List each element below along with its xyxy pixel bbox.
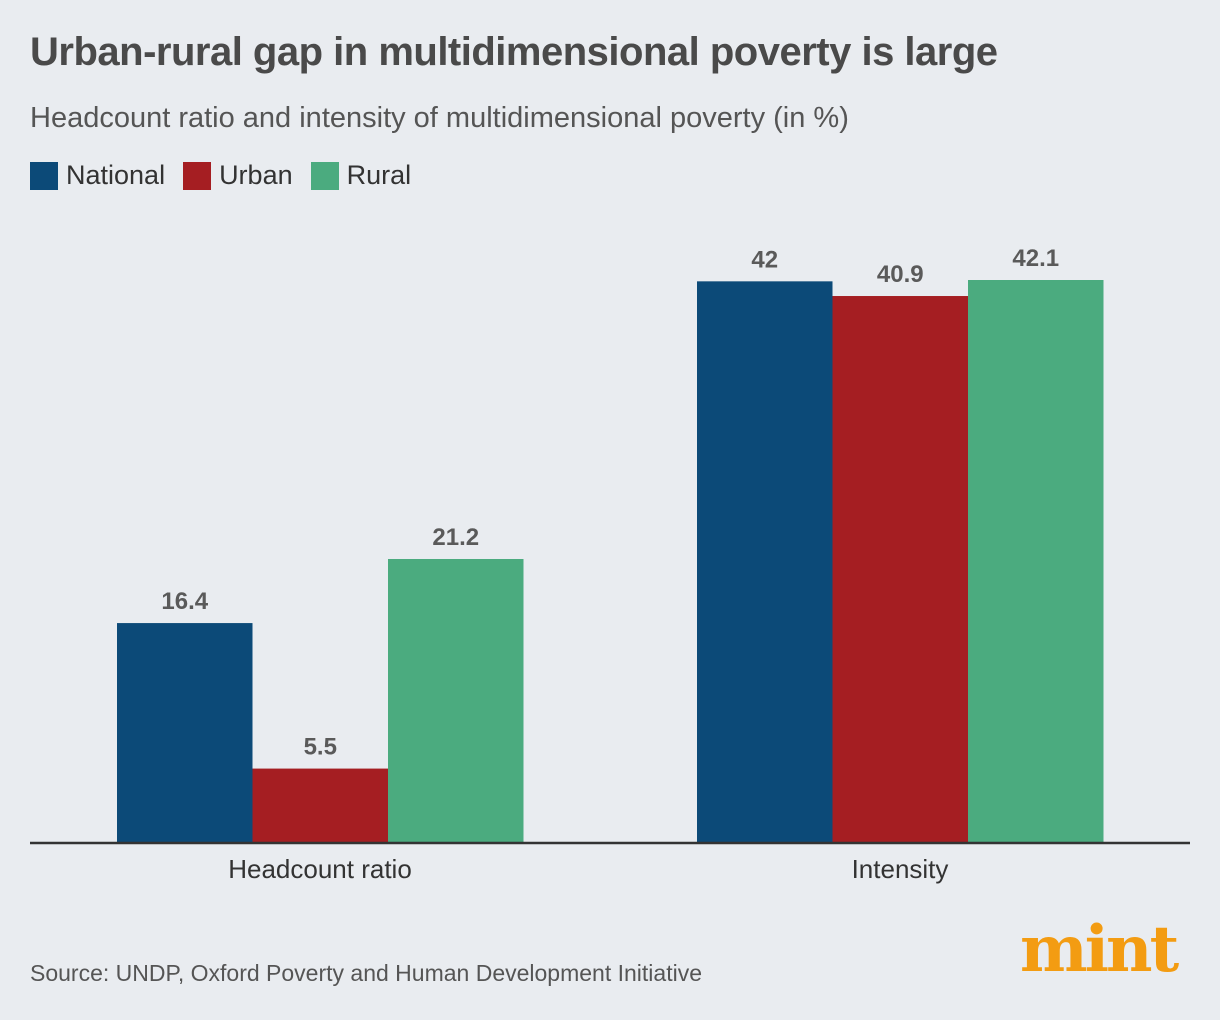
bar-value-label: 21.2 <box>432 524 479 551</box>
category-label: Headcount ratio <box>228 854 412 884</box>
bar-national-1 <box>697 281 833 842</box>
chart-title: Urban-rural gap in multidimensional pove… <box>30 30 998 74</box>
legend: National Urban Rural <box>30 160 429 191</box>
legend-swatch-urban <box>183 161 212 190</box>
bar-value-label: 16.4 <box>161 588 208 615</box>
bar-national-0 <box>117 623 253 842</box>
bar-value-label: 5.5 <box>304 734 337 761</box>
bar-urban-0 <box>252 768 388 842</box>
legend-swatch-national <box>30 161 58 190</box>
legend-item-national: National <box>30 160 165 191</box>
source-note: Source: UNDP, Oxford Poverty and Human D… <box>30 960 702 986</box>
legend-item-rural: Rural <box>310 160 412 191</box>
legend-label-urban: Urban <box>219 160 293 190</box>
legend-swatch-rural <box>310 161 339 190</box>
category-label: Intensity <box>852 854 949 884</box>
legend-label-rural: Rural <box>346 160 412 190</box>
bar-value-label: 42 <box>751 246 778 273</box>
bar-rural-0 <box>388 558 524 842</box>
bar-value-label: 42.1 <box>1012 245 1059 272</box>
chart-subtitle: Headcount ratio and intensity of multidi… <box>30 102 849 134</box>
legend-item-urban: Urban <box>183 160 293 191</box>
bar-urban-1 <box>832 296 968 842</box>
brand-logo: mint <box>1020 912 1179 987</box>
bar-rural-1 <box>968 280 1104 842</box>
bar-value-label: 40.9 <box>877 261 924 288</box>
legend-label-national: National <box>66 160 166 190</box>
